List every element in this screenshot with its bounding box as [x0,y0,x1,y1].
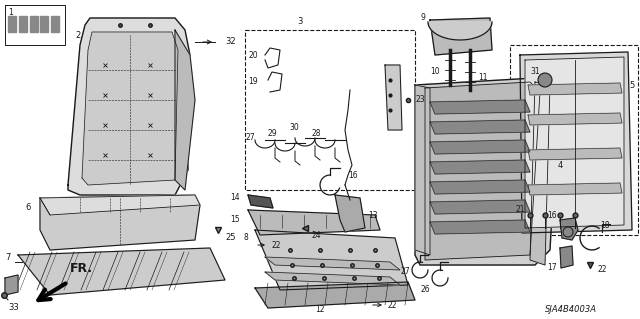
Polygon shape [430,100,530,114]
Polygon shape [530,82,550,265]
Polygon shape [560,218,578,240]
Text: 4: 4 [558,160,563,169]
Text: 13: 13 [368,211,378,219]
Text: 2: 2 [76,31,81,40]
Polygon shape [5,275,18,295]
Bar [510,45,638,235]
Text: 25: 25 [225,234,236,242]
Text: FR.: FR. [70,262,93,275]
Polygon shape [255,230,408,290]
Text: 3: 3 [298,18,303,26]
Polygon shape [40,16,48,32]
Polygon shape [68,18,190,195]
Polygon shape [29,16,38,32]
Polygon shape [8,16,16,32]
Circle shape [538,73,552,87]
Text: 18: 18 [600,220,609,229]
Text: 9: 9 [420,13,425,23]
Text: 10: 10 [430,68,440,77]
Text: 27: 27 [245,133,255,143]
Text: 31: 31 [531,68,540,77]
Polygon shape [255,282,415,308]
Polygon shape [248,210,380,235]
Polygon shape [415,85,430,255]
Text: 27: 27 [401,268,410,277]
Polygon shape [19,16,27,32]
Polygon shape [520,52,632,233]
Text: 29: 29 [268,129,277,137]
Polygon shape [525,57,624,228]
Text: 1: 1 [8,8,13,17]
Polygon shape [40,195,200,250]
Polygon shape [560,246,573,268]
Text: 33: 33 [8,303,19,313]
Bar [245,30,415,190]
Polygon shape [430,120,530,134]
Polygon shape [430,200,530,214]
Polygon shape [248,195,273,208]
Polygon shape [51,16,59,32]
Text: 22: 22 [597,265,607,275]
Polygon shape [528,83,622,95]
Polygon shape [265,257,400,270]
Polygon shape [430,220,530,234]
Text: 28: 28 [312,129,321,137]
Polygon shape [425,82,540,260]
Polygon shape [428,22,492,40]
Text: 17: 17 [547,263,557,272]
Text: 11: 11 [478,73,488,83]
Text: 30: 30 [289,123,299,132]
Text: 23: 23 [415,95,424,105]
Polygon shape [175,30,195,190]
Text: 5: 5 [630,80,635,90]
Polygon shape [430,18,492,55]
Polygon shape [40,195,200,215]
Text: 14: 14 [230,194,240,203]
Polygon shape [385,65,402,130]
Text: 16: 16 [348,170,358,180]
Polygon shape [430,180,530,194]
Polygon shape [5,5,65,45]
Text: 16: 16 [547,211,557,219]
Text: 22: 22 [388,300,397,309]
Text: 15: 15 [230,216,240,225]
Text: 19: 19 [248,78,258,86]
Text: 32: 32 [225,38,236,47]
Text: 12: 12 [316,306,324,315]
Text: 22: 22 [272,241,282,249]
Polygon shape [430,160,530,174]
Polygon shape [265,272,400,285]
Polygon shape [18,248,225,295]
Text: SJA4B4003A: SJA4B4003A [545,306,597,315]
Polygon shape [528,113,622,125]
Text: 7: 7 [5,253,11,262]
Polygon shape [335,195,365,232]
Text: 21: 21 [515,205,525,214]
Text: 8: 8 [243,234,248,242]
Polygon shape [82,32,178,185]
Text: 20: 20 [248,50,258,60]
Text: 6: 6 [26,204,31,212]
Polygon shape [528,148,622,160]
Text: 24: 24 [312,231,322,240]
Polygon shape [430,140,530,154]
Text: 26: 26 [420,286,430,294]
Polygon shape [415,78,555,265]
Polygon shape [528,183,622,195]
